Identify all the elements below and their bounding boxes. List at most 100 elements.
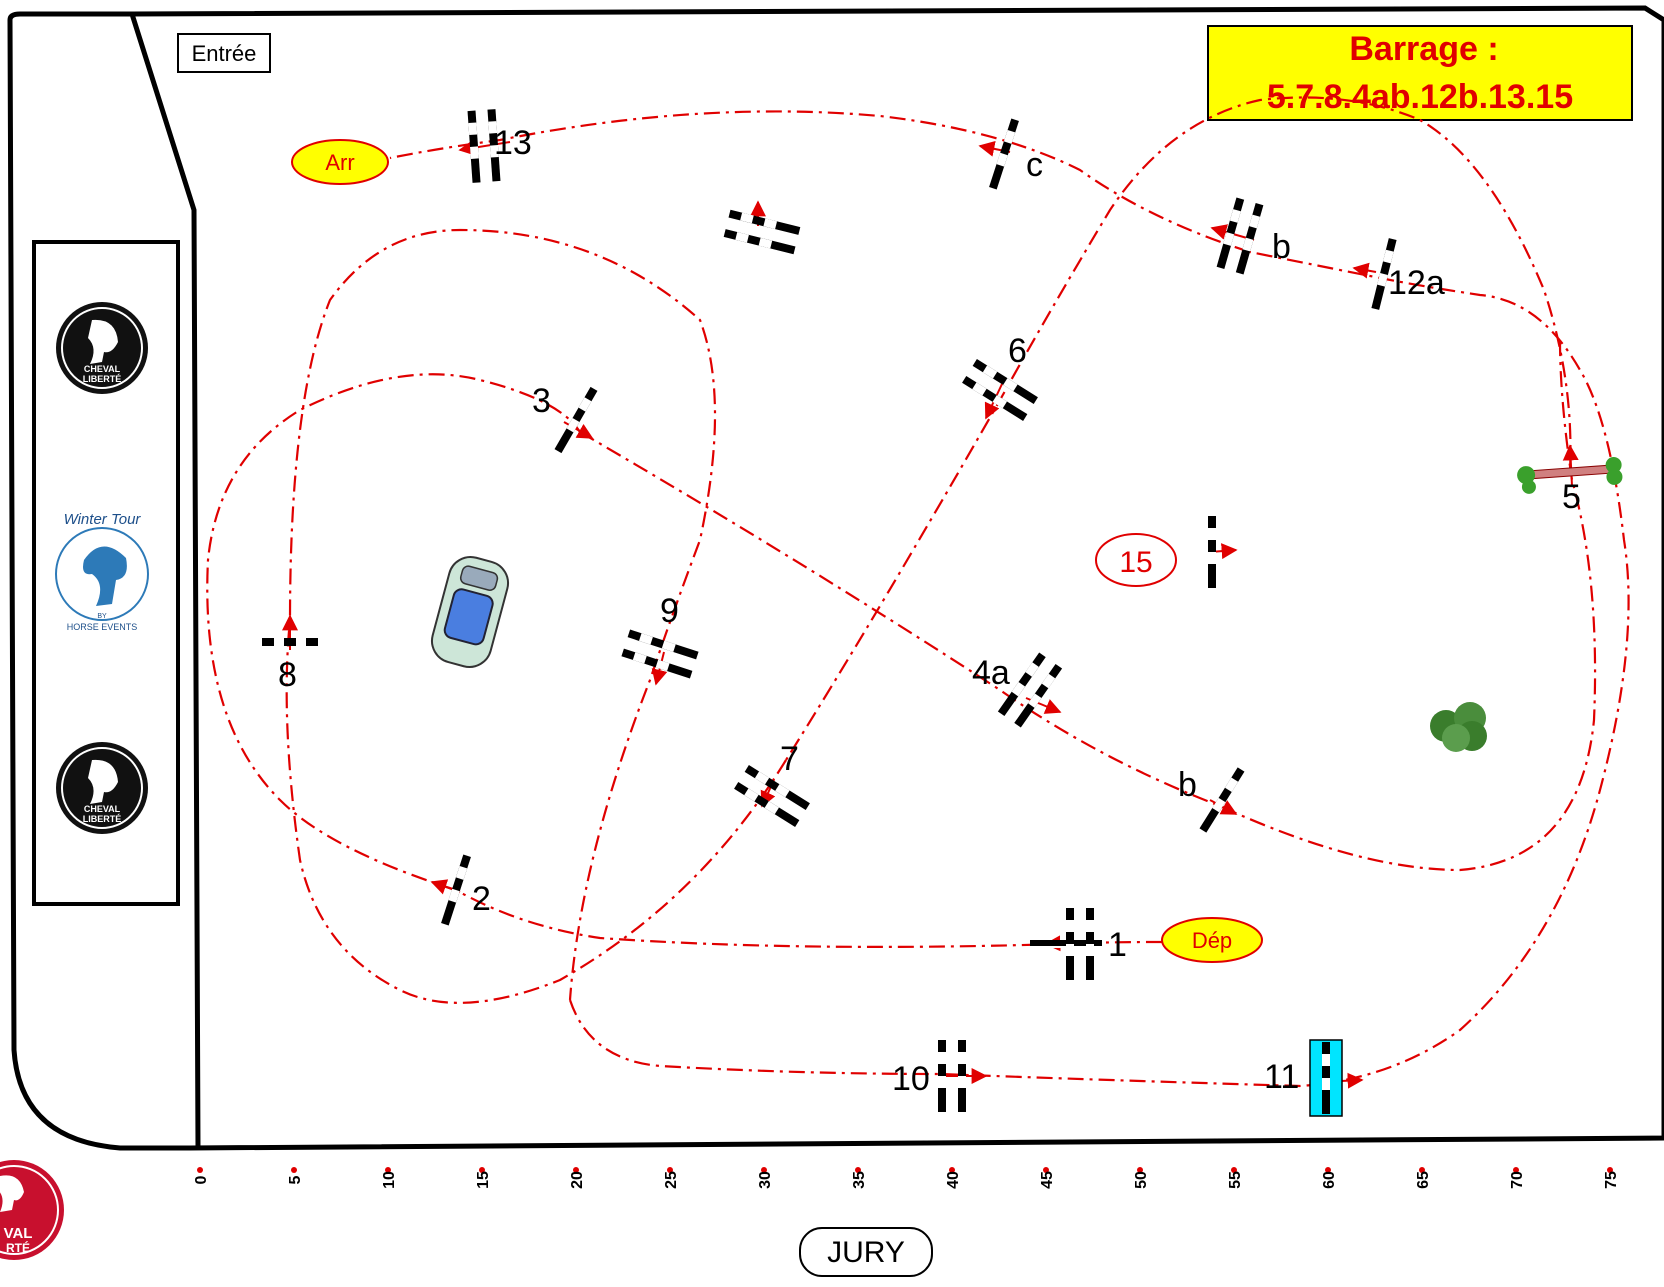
fences <box>262 109 1623 1117</box>
scale-dot <box>761 1167 767 1173</box>
start-marker: Dép <box>1161 917 1263 963</box>
label-3: 3 <box>532 382 551 420</box>
scale-tick-label: 60 <box>1321 1171 1338 1189</box>
arena-outline <box>7 5 1664 1151</box>
scale-tick-label: 15 <box>475 1171 492 1189</box>
fence-13 <box>467 109 501 183</box>
corner-cheval-liberte-logo: VAL RTÉ <box>0 1160 64 1260</box>
scale-dot <box>949 1167 955 1173</box>
fence-unnumbered <box>723 209 801 255</box>
scale-dot <box>479 1167 485 1173</box>
scale-dot <box>385 1167 391 1173</box>
label-12a: 12a <box>1388 264 1445 302</box>
entrance-sign: Entrée <box>177 33 271 73</box>
svg-text:HORSE EVENTS: HORSE EVENTS <box>67 622 138 632</box>
fence-7 <box>734 765 810 827</box>
scale-dot <box>1513 1167 1519 1173</box>
scale-tick-label: 0 <box>193 1175 210 1184</box>
label-4a: 4a <box>972 654 1010 692</box>
fence-4b <box>1199 767 1245 833</box>
label-7: 7 <box>780 740 799 778</box>
scale-dot <box>855 1167 861 1173</box>
label-12c: c <box>1026 146 1043 184</box>
svg-text:Entrée: Entrée <box>192 41 257 66</box>
jury-box: JURY <box>799 1227 933 1277</box>
svg-text:JURY: JURY <box>827 1236 905 1269</box>
scale-tick-label: 5 <box>287 1175 304 1184</box>
cheval-liberte-logo: CHEVAL LIBERTÉ <box>56 302 148 394</box>
label-2: 2 <box>472 880 491 918</box>
svg-text:CHEVAL: CHEVAL <box>84 364 121 374</box>
scale-tick-label: 50 <box>1133 1171 1150 1189</box>
label-5: 5 <box>1562 478 1581 516</box>
scale-dot <box>1043 1167 1049 1173</box>
svg-text:Arr: Arr <box>325 150 354 175</box>
course-route <box>206 96 1630 1088</box>
car-decoration <box>430 556 510 668</box>
scale-tick-label: 45 <box>1039 1171 1056 1189</box>
label-4b: b <box>1178 766 1197 804</box>
fence-15 <box>1208 516 1216 588</box>
scale-dot <box>573 1167 579 1173</box>
fence-11 <box>1309 1039 1343 1117</box>
label-13: 13 <box>494 124 532 162</box>
scale-dot <box>1325 1167 1331 1173</box>
scale-dot <box>291 1167 297 1173</box>
scale-tick-label: 10 <box>381 1171 398 1189</box>
svg-text:VAL: VAL <box>4 1225 33 1242</box>
fence-labels: 1 2 3 4a b 5 6 7 8 9 10 11 12a b c 13 <box>278 124 1581 1098</box>
label-1: 1 <box>1108 926 1127 964</box>
scale-tick-label: 55 <box>1227 1171 1244 1189</box>
scale-tick-label: 25 <box>663 1171 680 1189</box>
fence-1 <box>1030 908 1102 980</box>
tree-decoration <box>1430 702 1487 752</box>
scale-dot <box>197 1167 203 1173</box>
scale-tick-label: 30 <box>757 1171 774 1189</box>
label-9: 9 <box>660 592 679 630</box>
fence-4a <box>997 652 1063 728</box>
fence-10 <box>938 1040 966 1112</box>
fence-12a <box>1371 238 1397 310</box>
entrance-wall <box>129 13 201 1149</box>
label-11: 11 <box>1264 1058 1299 1096</box>
svg-text:Barrage :: Barrage : <box>1349 30 1498 68</box>
fence-9 <box>621 629 699 679</box>
label-10: 10 <box>892 1060 930 1098</box>
finish-marker: Arr <box>291 139 389 185</box>
scale-tick-label: 40 <box>945 1171 962 1189</box>
scale-dot <box>1607 1167 1613 1173</box>
svg-text:CHEVAL: CHEVAL <box>84 804 121 814</box>
scale-dot <box>1419 1167 1425 1173</box>
svg-text:15: 15 <box>1119 546 1152 579</box>
jump-off-box: Barrage : 5.7.8.4ab.12b.13.15 <box>1207 25 1633 121</box>
fence-6 <box>962 359 1038 421</box>
fence-12b <box>1216 197 1264 275</box>
winter-tour-logo: Winter Tour BY HORSE EVENTS <box>55 511 149 632</box>
svg-text:Winter Tour: Winter Tour <box>64 511 142 528</box>
scale-dot <box>667 1167 673 1173</box>
svg-text:LIBERTÉ: LIBERTÉ <box>83 374 122 384</box>
label-12b: b <box>1272 228 1291 266</box>
scale-tick-label: 70 <box>1509 1171 1526 1189</box>
distance-scale: 0 5 10 15 20 25 30 35 40 45 50 55 60 65 70 75 <box>193 1167 1620 1189</box>
fence-3 <box>554 386 598 454</box>
scale-tick-label: 75 <box>1603 1171 1620 1189</box>
label-6: 6 <box>1008 332 1027 370</box>
scale-tick-label: 35 <box>851 1171 868 1189</box>
scale-tick-label: 20 <box>569 1171 586 1189</box>
fence-15-marker: 15 <box>1095 533 1177 587</box>
fence-8 <box>262 638 318 646</box>
svg-text:RTÉ: RTÉ <box>6 1240 30 1255</box>
fence-2 <box>441 854 471 926</box>
scale-tick-label: 65 <box>1415 1171 1432 1189</box>
svg-text:LIBERTÉ: LIBERTÉ <box>83 814 122 824</box>
cheval-liberte-logo-2: CHEVAL LIBERTÉ <box>56 742 148 834</box>
label-8: 8 <box>278 656 297 694</box>
svg-text:Dép: Dép <box>1192 928 1232 953</box>
scale-dot <box>1137 1167 1143 1173</box>
svg-text:BY: BY <box>97 613 107 620</box>
scale-dot <box>1231 1167 1237 1173</box>
fence-5 <box>1517 456 1623 494</box>
